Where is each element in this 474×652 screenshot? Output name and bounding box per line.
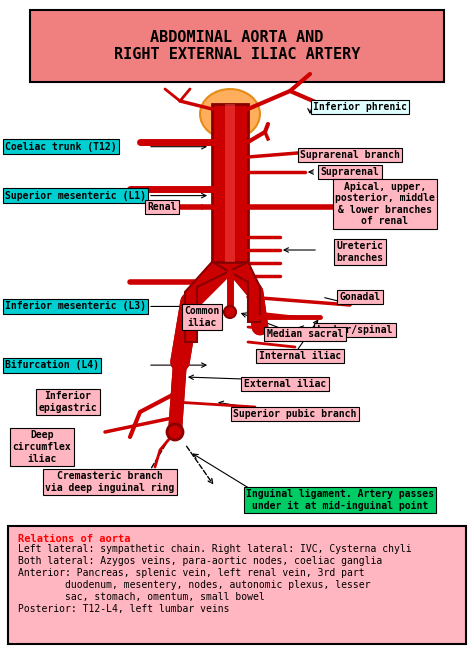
Text: Cremasteric branch
via deep inguinal ring: Cremasteric branch via deep inguinal rin… xyxy=(46,471,174,493)
Text: Inguinal ligament. Artery passes
under it at mid-inguinal point: Inguinal ligament. Artery passes under i… xyxy=(246,489,434,511)
Text: Inferior phrenic: Inferior phrenic xyxy=(313,102,407,112)
Polygon shape xyxy=(212,104,248,262)
Text: External iliac: External iliac xyxy=(244,379,326,389)
Text: Inferior
epigastric: Inferior epigastric xyxy=(38,391,97,413)
Text: Renal: Renal xyxy=(147,202,177,212)
Polygon shape xyxy=(185,262,260,342)
Text: Left lateral: sympathetic chain. Right lateral: IVC, Cysterna chyli: Left lateral: sympathetic chain. Right l… xyxy=(18,544,411,554)
Text: Posterior: T12-L4, left lumbar veins: Posterior: T12-L4, left lumbar veins xyxy=(18,604,229,614)
Text: Suprarenal branch: Suprarenal branch xyxy=(300,150,400,160)
Text: duodenum, mesentery, nodes, autonomic plexus, lesser: duodenum, mesentery, nodes, autonomic pl… xyxy=(18,580,371,590)
Text: Suprarenal: Suprarenal xyxy=(320,167,379,177)
FancyBboxPatch shape xyxy=(8,526,466,644)
Text: Anterior: Pancreas, splenic vein, left renal vein, 3rd part: Anterior: Pancreas, splenic vein, left r… xyxy=(18,568,365,578)
Ellipse shape xyxy=(200,89,260,139)
Polygon shape xyxy=(225,104,235,262)
Text: Deep
circumflex
iliac: Deep circumflex iliac xyxy=(13,430,72,464)
Text: Apical, upper,
posterior, middle
& lower branches
of renal: Apical, upper, posterior, middle & lower… xyxy=(335,181,435,226)
Text: Both lateral: Azygos veins, para-aortic nodes, coeliac ganglia: Both lateral: Azygos veins, para-aortic … xyxy=(18,556,382,566)
Text: Bifurcation (L4): Bifurcation (L4) xyxy=(5,360,99,370)
Text: Ureteric
branches: Ureteric branches xyxy=(337,241,383,263)
Text: Coeliac trunk (T12): Coeliac trunk (T12) xyxy=(5,141,117,152)
Text: Gonadal: Gonadal xyxy=(339,292,381,302)
Text: ABDOMINAL AORTA AND
RIGHT EXTERNAL ILIAC ARTERY: ABDOMINAL AORTA AND RIGHT EXTERNAL ILIAC… xyxy=(114,30,360,62)
Text: Relations of aorta: Relations of aorta xyxy=(18,534,130,544)
Text: Common
iliac: Common iliac xyxy=(184,306,219,328)
Text: Internal iliac: Internal iliac xyxy=(259,351,341,361)
Text: sac, stomach, omentum, small bowel: sac, stomach, omentum, small bowel xyxy=(18,592,265,602)
Text: Median sacral: Median sacral xyxy=(267,329,343,339)
Circle shape xyxy=(167,424,183,440)
Text: Inferior mesenteric (L3): Inferior mesenteric (L3) xyxy=(5,301,146,312)
Circle shape xyxy=(224,306,236,318)
Text: Lumbar/spinal: Lumbar/spinal xyxy=(317,325,393,335)
Text: Superior mesenteric (L1): Superior mesenteric (L1) xyxy=(5,190,146,201)
Text: Superior pubic branch: Superior pubic branch xyxy=(233,409,357,419)
FancyBboxPatch shape xyxy=(30,10,444,82)
